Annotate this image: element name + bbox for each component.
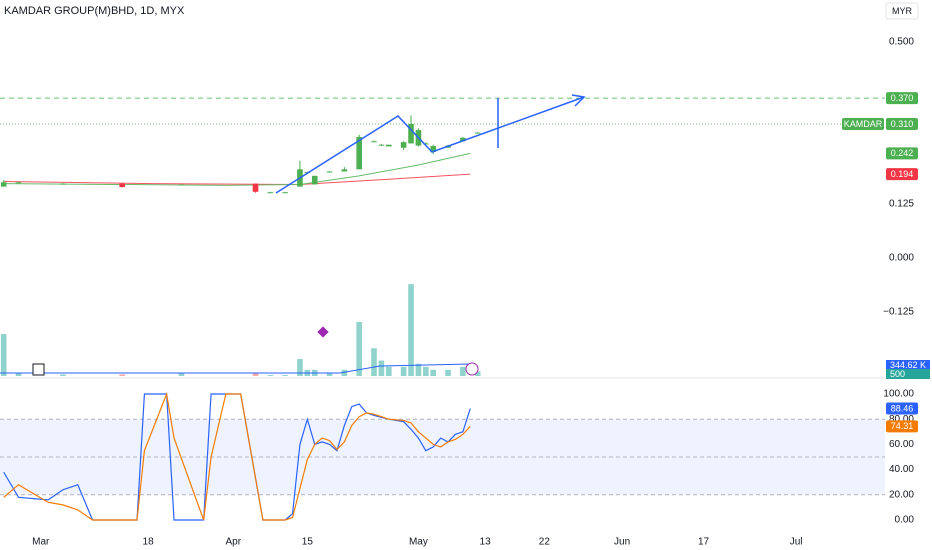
volume-bar	[178, 372, 185, 376]
candle-body	[460, 137, 466, 142]
price-label-box	[886, 147, 918, 160]
volume-bar	[356, 322, 362, 376]
trend-drawing	[275, 96, 585, 194]
y-tick-label: 0.125	[889, 199, 914, 210]
y-tick-label: 0.000	[889, 253, 914, 264]
candle-body	[474, 132, 481, 134]
x-tick-label: May	[409, 537, 428, 548]
candle-body	[267, 192, 274, 194]
y-tick-label: 40.00	[889, 464, 914, 475]
currency-box[interactable]	[885, 2, 919, 20]
price-label-box	[886, 117, 918, 130]
volume-bar	[267, 375, 274, 376]
event-diamond[interactable]	[317, 326, 329, 338]
volume-bar	[408, 284, 414, 376]
candle-body	[326, 171, 333, 173]
y-tick-label: 0.00	[895, 515, 915, 526]
candle-body	[341, 169, 348, 172]
candle-body	[423, 143, 429, 145]
candle-body	[356, 136, 362, 170]
volume-bar	[400, 366, 407, 376]
x-tick-label: Jun	[614, 537, 630, 548]
candle-body	[408, 123, 414, 144]
volume-bar	[119, 374, 125, 376]
x-tick-label: 15	[302, 537, 314, 548]
candle-body	[15, 182, 22, 184]
candle-body	[400, 142, 407, 148]
volume-bar	[430, 369, 437, 376]
candle-body	[0, 182, 7, 187]
volume-bar	[445, 369, 451, 376]
volume-bar	[371, 348, 377, 376]
volume-bar	[415, 363, 422, 376]
x-tick-label: 18	[143, 537, 155, 548]
last-value-label: 74.31	[891, 421, 914, 431]
price-label: 0.194	[891, 169, 914, 179]
volume-bar	[252, 372, 259, 376]
y-tick-label: 80.00	[889, 414, 914, 425]
volume-bar	[0, 334, 7, 376]
volume-ma	[0, 363, 471, 374]
candle-body	[378, 144, 385, 146]
x-tick-label: Jul	[790, 537, 803, 548]
volume-bar	[474, 371, 481, 376]
last-value-box	[886, 420, 918, 433]
last-value-box	[886, 402, 918, 415]
candle-body	[119, 183, 125, 188]
candle-body	[371, 141, 377, 143]
volume-bar	[297, 359, 303, 376]
volume-bar	[386, 366, 392, 376]
price-label-box	[886, 92, 918, 105]
volume-bar	[423, 366, 429, 376]
candle-body	[386, 144, 392, 147]
volume-tick-label: 500	[890, 369, 905, 379]
symbol-box	[842, 117, 884, 130]
volume-bar	[460, 366, 466, 376]
candle-body	[430, 146, 437, 153]
currency[interactable]: MYR	[892, 6, 913, 16]
arrow-head	[571, 94, 586, 107]
last-value-label: 88.46	[891, 403, 914, 413]
symbol: KAMDAR	[844, 119, 883, 129]
volume-tick-box	[886, 369, 930, 379]
y-tick-label: 20.00	[889, 489, 914, 500]
y-tick-label: 60.00	[889, 439, 914, 450]
price-label: 0.310	[891, 119, 914, 129]
moving-average	[3, 152, 471, 186]
candle-body	[178, 184, 185, 186]
chart-title: KAMDAR GROUP(M)BHD, 1D, MYX	[4, 5, 185, 17]
x-tick-label: Apr	[226, 537, 242, 548]
candle-body	[311, 175, 318, 185]
volume-tick-label: 344.62 K	[890, 360, 926, 370]
candle-body	[282, 192, 288, 194]
volume-bar	[326, 372, 333, 376]
y-tick-label: 100.00	[883, 389, 914, 400]
x-tick-label: 22	[539, 537, 551, 548]
earnings-marker[interactable]	[32, 363, 45, 376]
x-tick-label: 17	[698, 537, 710, 548]
volume-bar	[15, 372, 22, 376]
volume-bar	[60, 374, 66, 376]
volume-bar	[282, 375, 288, 376]
alert-icon[interactable]	[465, 362, 479, 376]
candle-body	[60, 183, 66, 185]
drawings	[32, 94, 586, 376]
volume-tick-box	[886, 360, 930, 370]
stoch-line	[3, 391, 471, 521]
volume-bar	[378, 360, 385, 376]
price-label: 0.242	[891, 148, 914, 158]
x-tick-label: Mar	[32, 537, 50, 548]
volume-bar	[341, 369, 348, 376]
y-tick-label: 0.500	[889, 37, 914, 48]
candle-body	[252, 183, 259, 192]
y-tick-label: −0.125	[883, 307, 914, 318]
price-label-box	[886, 168, 918, 181]
price-label: 0.370	[891, 93, 914, 103]
x-tick-label: 13	[480, 537, 492, 548]
